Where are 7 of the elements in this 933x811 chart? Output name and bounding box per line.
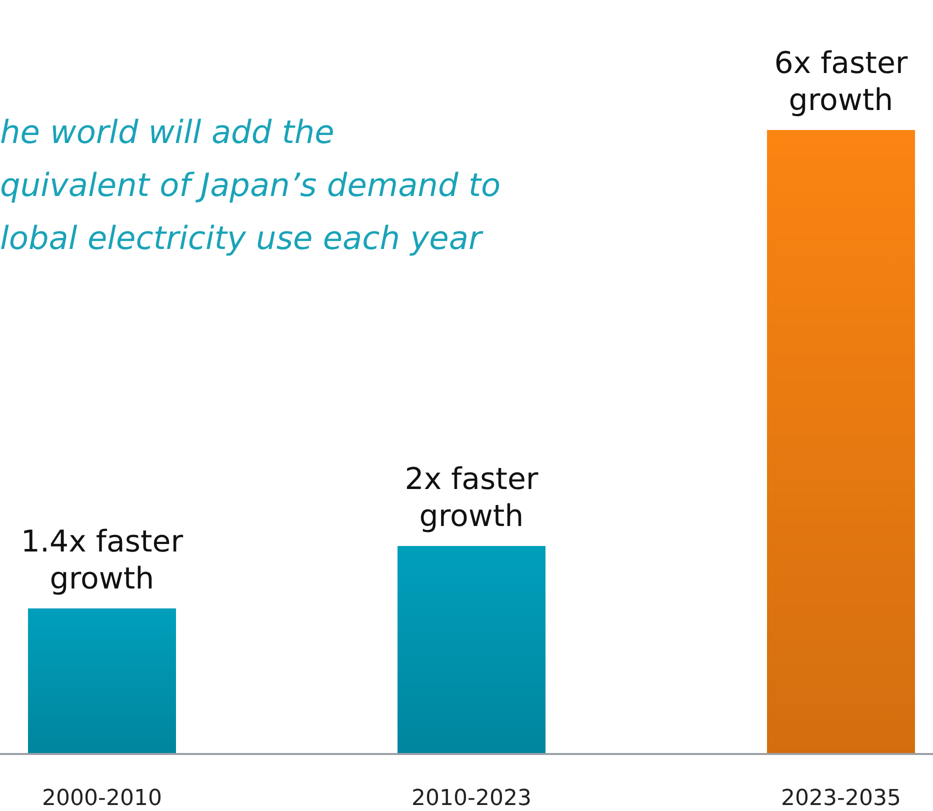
- data-label: 6x faster growth: [774, 46, 908, 118]
- x-tick-label: 2000-2010: [42, 786, 162, 811]
- x-tick-label: 2023-2035: [781, 786, 901, 811]
- data-label: 2x faster growth: [404, 462, 539, 534]
- x-tick-label: 2010-2023: [412, 786, 532, 811]
- data-label: 1.4x faster growth: [20, 524, 184, 596]
- annotation: he world will add the quivalent of Japan’s demand to lobal electricity use each year: [0, 113, 501, 257]
